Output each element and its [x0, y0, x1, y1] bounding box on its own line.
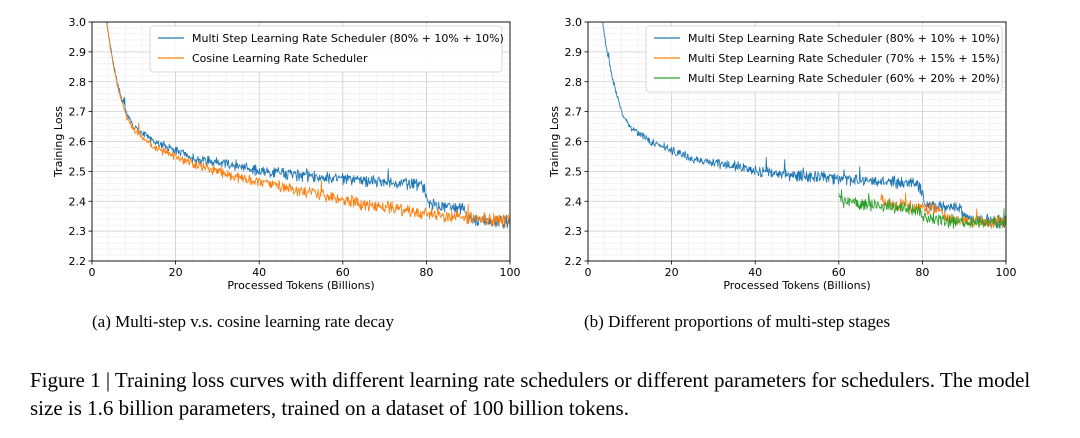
y-tick-label: 2.8: [69, 76, 87, 89]
legend-box: [645, 25, 1003, 93]
subcaption-b: (b) Different proportions of multi-step …: [584, 312, 891, 331]
x-tick-label: 60: [832, 266, 846, 279]
y-tick-label: 2.7: [69, 106, 87, 119]
x-tick-label: 40: [748, 266, 762, 279]
series-line-2: [880, 192, 1006, 229]
x-tick-label: 0: [585, 266, 592, 279]
x-axis-label: Processed Tokens (Billions): [227, 279, 374, 292]
legend: Multi Step Learning Rate Scheduler (80% …: [645, 25, 1003, 93]
x-tick-label: 80: [915, 266, 929, 279]
x-tick-label: 20: [665, 266, 679, 279]
legend-entry: Multi Step Learning Rate Scheduler (80% …: [688, 32, 1000, 45]
y-tick-label: 2.4: [69, 195, 87, 208]
y-tick-label: 2.9: [565, 46, 583, 59]
y-tick-label: 3.0: [565, 16, 583, 29]
series-line-2: [106, 22, 510, 228]
subcaption-a: (a) Multi-step v.s. cosine learning rate…: [92, 312, 394, 331]
y-tick-label: 2.5: [565, 165, 583, 178]
x-tick-label: 100: [996, 266, 1017, 279]
y-axis-label: Training Loss: [52, 106, 65, 178]
x-tick-label: 60: [336, 266, 350, 279]
y-tick-label: 2.2: [69, 255, 87, 268]
legend-entry: Multi Step Learning Rate Scheduler (70% …: [688, 52, 1000, 65]
y-tick-label: 2.4: [565, 195, 583, 208]
legend-entry: Cosine Learning Rate Scheduler: [192, 52, 368, 65]
figure-canvas: 0 20 40 60 80 100 2.2 2.3 2.4 2.5 2.6 2.7 2.8 2.9 3.0 P…: [52, 16, 1017, 292]
legend-entry: Multi Step Learning Rate Scheduler (80% …: [192, 32, 504, 45]
y-tick-label: 2.6: [565, 136, 583, 149]
series-line-3: [838, 189, 1006, 229]
y-tick-label: 2.2: [565, 255, 583, 268]
y-tick-label: 2.5: [69, 165, 87, 178]
y-tick-label: 2.9: [69, 46, 87, 59]
x-tick-label: 80: [419, 266, 433, 279]
series-group: [602, 22, 1006, 230]
y-tick-label: 2.6: [69, 136, 87, 149]
legend: Multi Step Learning Rate Scheduler (80% …: [149, 25, 504, 73]
series-group: [106, 22, 510, 229]
legend-entry: Multi Step Learning Rate Scheduler (60% …: [688, 72, 1000, 85]
x-axis-label: Processed Tokens (Billions): [723, 279, 870, 292]
y-tick-label: 2.7: [565, 106, 583, 119]
legend-box: [149, 25, 503, 73]
x-tick-label: 40: [252, 266, 266, 279]
figure-caption: Figure 1 | Training loss curves with dif…: [30, 368, 1031, 420]
y-tick-label: 3.0: [69, 16, 87, 29]
series-line-1: [106, 22, 510, 229]
y-tick-label: 2.3: [69, 225, 87, 238]
chart-a: 0 20 40 60 80 100 2.2 2.3 2.4 2.5 2.6 2.7 2.8 2.9 3.0 P…: [52, 16, 521, 292]
x-tick-label: 0: [89, 266, 96, 279]
chart-b: 0 20 40 60 80 100 2.2 2.3 2.4 2.5 2.6 2.7 2.8 2.9 3.0 P…: [548, 16, 1017, 292]
y-tick-label: 2.8: [565, 76, 583, 89]
x-tick-label: 100: [500, 266, 521, 279]
y-tick-label: 2.3: [565, 225, 583, 238]
x-tick-label: 20: [169, 266, 183, 279]
y-axis-label: Training Loss: [548, 106, 561, 178]
